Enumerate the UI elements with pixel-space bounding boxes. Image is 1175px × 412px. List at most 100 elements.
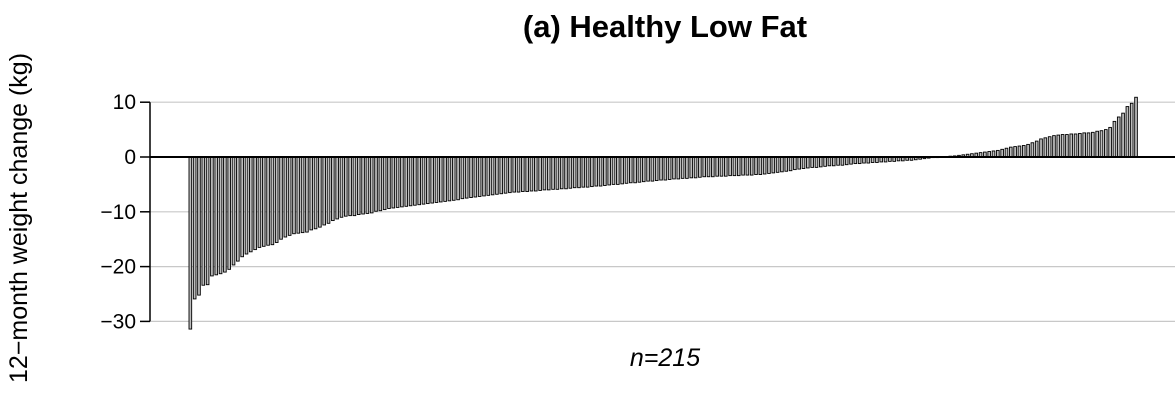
bar (218, 156, 223, 275)
bar (482, 156, 486, 197)
bar (754, 156, 758, 175)
bar (197, 156, 201, 296)
bar (767, 156, 771, 174)
bar (724, 156, 728, 177)
bar (439, 156, 443, 203)
bar (564, 156, 568, 190)
bar (529, 156, 534, 192)
bar (711, 156, 715, 178)
bar (538, 156, 542, 191)
bar (654, 156, 659, 182)
bar (214, 156, 219, 276)
bar (1069, 133, 1074, 158)
bar (378, 156, 383, 212)
bar (1125, 106, 1130, 158)
bar (1039, 138, 1043, 158)
bar (257, 156, 262, 248)
bar (456, 156, 460, 201)
bar (1030, 142, 1035, 158)
bar (1060, 134, 1065, 158)
bar (283, 156, 288, 238)
bar (736, 156, 741, 177)
bar (248, 156, 253, 253)
bar (693, 156, 698, 179)
bar (629, 156, 633, 184)
bar (831, 156, 836, 167)
bar (356, 156, 361, 215)
bar (1009, 146, 1013, 158)
bar (577, 156, 581, 189)
bar (715, 156, 719, 177)
sample-size-annotation: n=215 (630, 344, 700, 372)
bar (201, 156, 206, 286)
bar (1108, 126, 1112, 158)
bar (344, 156, 348, 217)
bar (417, 156, 421, 206)
bar (1129, 102, 1134, 158)
bar (719, 156, 724, 177)
bar (793, 156, 797, 171)
bar (827, 156, 832, 167)
bars (188, 96, 1138, 330)
bar (810, 156, 814, 168)
bar (525, 156, 529, 192)
bar (641, 156, 646, 183)
bar (814, 156, 819, 168)
bar (780, 156, 784, 173)
bar (382, 156, 387, 211)
bar (1056, 134, 1061, 158)
bar (559, 156, 564, 190)
bar (279, 156, 283, 240)
bar (395, 156, 400, 208)
bar (1047, 136, 1052, 158)
bar (503, 156, 508, 194)
bar (287, 156, 292, 236)
bar (473, 156, 478, 198)
bar (1078, 132, 1082, 158)
bar (266, 156, 270, 246)
bar (253, 156, 257, 251)
bar (309, 156, 314, 231)
bar (534, 156, 538, 192)
bar (1116, 116, 1121, 158)
bar (339, 156, 344, 218)
bar (296, 156, 301, 234)
bar (823, 156, 827, 167)
bar (590, 156, 594, 188)
bar (486, 156, 491, 196)
bar (318, 156, 322, 228)
bar (1073, 133, 1078, 158)
bar (667, 156, 672, 180)
bar (555, 156, 560, 190)
bar (659, 156, 663, 181)
bar (836, 156, 840, 166)
bar (775, 156, 780, 173)
bar (391, 156, 396, 209)
bar (771, 156, 776, 174)
bar (607, 156, 611, 186)
bar (443, 156, 447, 202)
bar (426, 156, 430, 205)
bar (270, 156, 275, 246)
bar (572, 156, 577, 189)
bar (797, 156, 801, 170)
bar (788, 156, 793, 172)
bar (745, 156, 750, 176)
bar (1103, 129, 1108, 158)
bar (227, 156, 231, 270)
bar (313, 156, 318, 230)
bar (1082, 132, 1086, 158)
bar (542, 156, 547, 191)
bar (326, 156, 331, 224)
y-tick-label: −10 (100, 201, 136, 224)
bar (1112, 120, 1117, 158)
bar (1091, 131, 1095, 158)
bar (620, 156, 624, 185)
bar (421, 156, 426, 205)
bar (464, 156, 469, 199)
bar (408, 156, 413, 207)
bar (192, 156, 197, 300)
bar (598, 156, 603, 187)
bar (611, 156, 616, 185)
